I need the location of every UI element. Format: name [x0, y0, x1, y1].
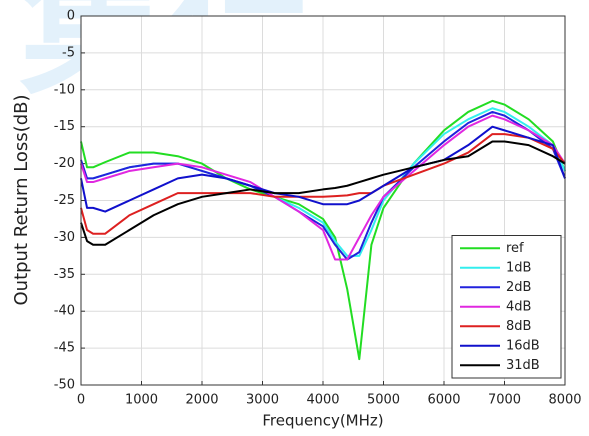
legend-label: 2dB [506, 280, 531, 295]
plot-frame [80, 15, 566, 386]
x-tick-label: 4000 [306, 393, 339, 408]
y-tick-label: -20 [54, 156, 75, 171]
y-tick-label: 0 [67, 9, 75, 24]
series-line [80, 110, 566, 261]
x-tick-label: 5000 [367, 393, 400, 408]
x-tick-label: 3000 [246, 393, 279, 408]
series-line [80, 99, 566, 361]
series-line [80, 125, 566, 213]
y-tick-label: -50 [54, 378, 75, 393]
legend-label: 4dB [506, 299, 531, 314]
legend-label: 8dB [506, 319, 531, 334]
legend-label: 31dB [506, 358, 540, 373]
y-axis-label: Output Return Loss(dB) [11, 95, 32, 306]
legend-label: ref [506, 241, 524, 256]
legend-label: 1dB [506, 260, 531, 275]
x-axis-label: Frequency(MHz) [262, 412, 383, 430]
y-tick-label: -35 [54, 267, 75, 282]
series-line [80, 140, 566, 246]
x-tick-label: 2000 [185, 393, 218, 408]
x-tick-label: 6000 [427, 393, 460, 408]
x-tick-label: 0 [77, 393, 85, 408]
x-tick-label: 8000 [548, 393, 581, 408]
y-tick-label: -25 [54, 193, 75, 208]
series-line [80, 114, 566, 261]
y-tick-label: -10 [54, 82, 75, 97]
series-line [80, 133, 566, 235]
y-tick-label: -5 [62, 45, 75, 60]
x-tick-label: 7000 [488, 393, 521, 408]
y-tick-label: -30 [54, 230, 75, 245]
x-tick-label: 1000 [125, 393, 158, 408]
y-tick-label: -45 [54, 341, 75, 356]
y-tick-label: -15 [54, 119, 75, 134]
legend-label: 16dB [506, 338, 540, 353]
y-tick-label: -40 [54, 304, 75, 319]
